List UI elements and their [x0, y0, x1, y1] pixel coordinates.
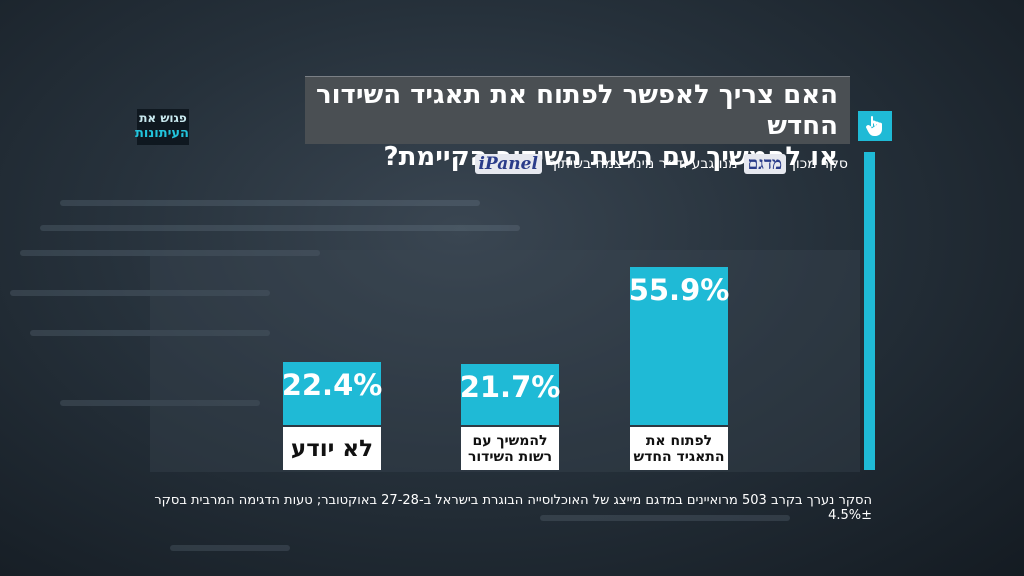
bar-value-label: 21.7%	[459, 369, 561, 404]
logo-line-1: פגוש את	[139, 111, 187, 125]
bar: 21.7%	[459, 363, 561, 425]
footnote: הסקר נערך בקרב 503 מרואיינים במדגם מייצג…	[154, 493, 872, 523]
ipanel-logo: iPanel	[474, 154, 542, 174]
category-label: לפתוח את התאגיד החדש	[630, 427, 728, 470]
title-line-1: האם צריך לאפשר לפתוח את תאגיד השידור החד…	[315, 80, 838, 141]
survey-source: סקר מכון מדגם מנו גבע וד״ר מינה צמח בשית…	[388, 151, 848, 177]
bar: 22.4%	[281, 361, 383, 425]
accent-side-bar	[864, 152, 875, 470]
bar-value-label: 22.4%	[281, 367, 383, 402]
pointing-hand-icon	[858, 111, 892, 141]
category-label: לא יודע	[283, 427, 381, 470]
logo-line-2: העיתונות	[135, 126, 189, 141]
category-label: להמשיך עם רשות השידור	[461, 427, 559, 470]
bar: 55.9%	[628, 267, 730, 425]
bar-value-label: 55.9%	[628, 273, 730, 307]
channel-logo: פגוש את העיתונות	[135, 109, 189, 145]
source-text-after: מנו גבע וד״ר מינה צמח בשיתוף	[547, 156, 738, 172]
madgam-logo: מדגם	[743, 154, 787, 174]
source-text-before: סקר מכון	[792, 156, 848, 172]
question-title: האם צריך לאפשר לפתוח את תאגיד השידור החד…	[305, 76, 850, 172]
